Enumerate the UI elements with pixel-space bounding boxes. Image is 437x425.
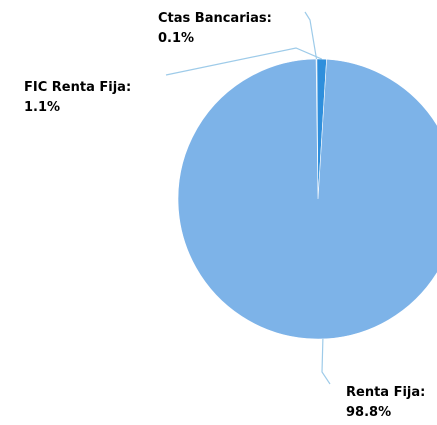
leader-line-renta-fija bbox=[321, 338, 331, 385]
data-label-ctas-bancarias-value: 0.1% bbox=[158, 31, 194, 46]
pie-slice-renta-fija bbox=[177, 58, 437, 340]
leader-line-ctas-bancarias bbox=[304, 11, 318, 60]
data-label-fic-renta-fija-value: 1.1% bbox=[24, 100, 60, 115]
data-label-ctas-bancarias-name: Ctas Bancarias: bbox=[158, 11, 272, 26]
data-label-renta-fija-value: 98.8% bbox=[346, 405, 391, 420]
data-label-renta-fija-name: Renta Fija: bbox=[346, 385, 425, 400]
slices-layer bbox=[177, 58, 437, 340]
data-label-fic-renta-fija-name: FIC Renta Fija: bbox=[24, 80, 131, 95]
leader-lines-layer bbox=[165, 11, 331, 385]
leader-line-fic-renta-fija bbox=[165, 47, 323, 76]
